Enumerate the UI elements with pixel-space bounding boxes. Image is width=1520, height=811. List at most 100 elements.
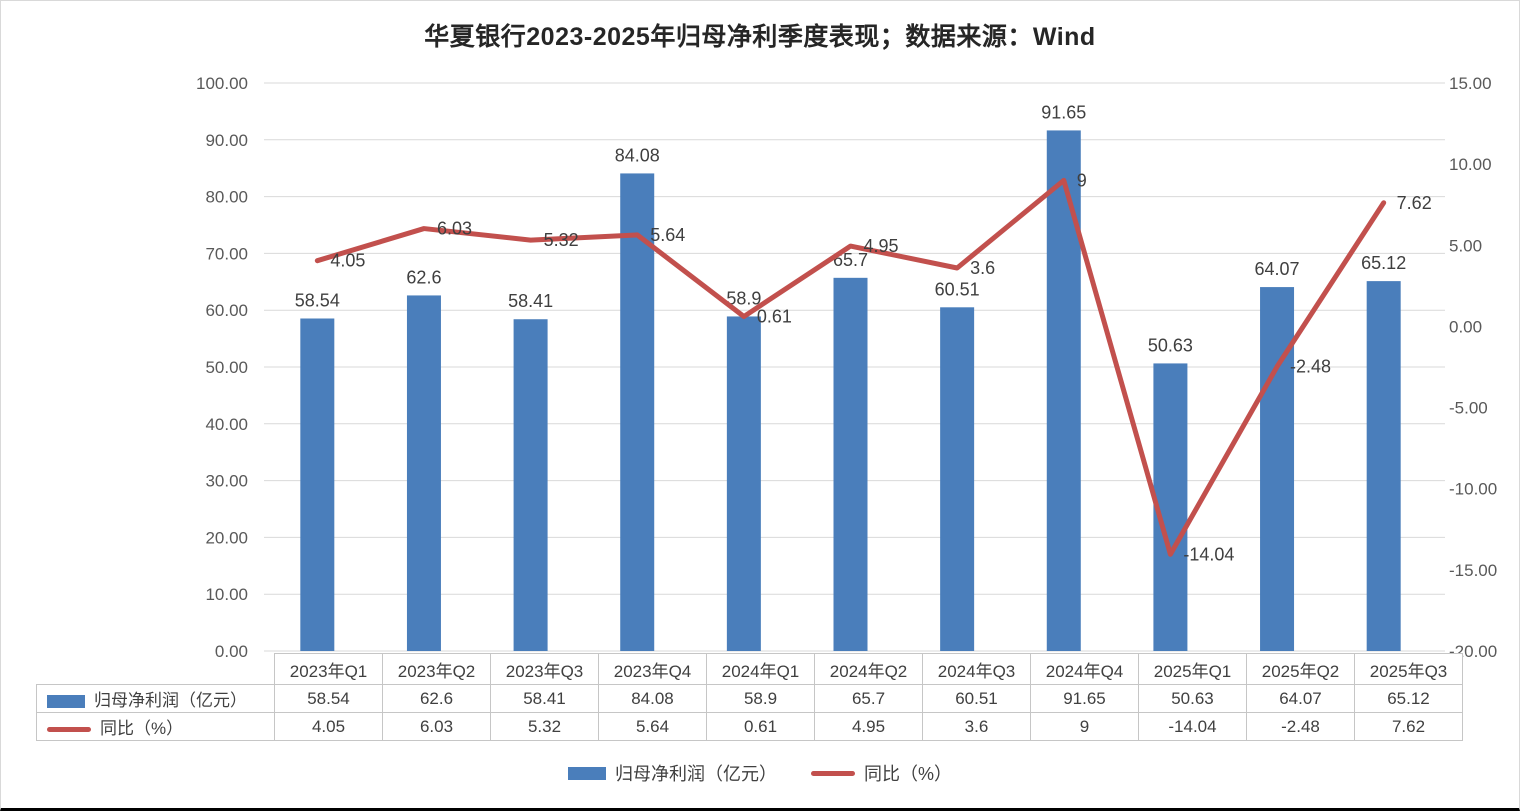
table-value: -2.48 [1246, 712, 1355, 741]
bar-series-swatch [47, 695, 85, 709]
bar [300, 318, 335, 651]
bar-label: 64.07 [1255, 259, 1300, 279]
line-label: 3.6 [970, 258, 995, 278]
line-series-swatch [810, 770, 855, 776]
line-label: 0.61 [757, 307, 792, 327]
bar-label: 91.65 [1041, 102, 1086, 122]
category-header: 2024年Q3 [922, 653, 1031, 685]
legend-label-net-profit: 归母净利润（亿元） [614, 764, 777, 784]
line-label: 6.03 [437, 219, 472, 239]
series-name: 同比（%） [100, 719, 184, 738]
left-axis-tick: 0.00 [215, 642, 248, 661]
category-header: 2024年Q4 [1030, 653, 1139, 685]
table-value: 91.65 [1030, 684, 1139, 713]
left-axis-tick: 30.00 [205, 472, 248, 491]
left-axis-tick: 20.00 [205, 528, 248, 547]
table-value: 5.64 [598, 712, 707, 741]
table-value: 7.62 [1354, 712, 1463, 741]
category-header: 2024年Q1 [706, 653, 815, 685]
category-header: 2023年Q1 [274, 653, 383, 685]
bar-label: 58.41 [508, 291, 553, 311]
series-label: 同比（%） [36, 712, 275, 741]
left-axis-tick: 80.00 [205, 188, 248, 207]
bar-series-swatch [567, 766, 606, 780]
table-value: 5.32 [490, 712, 599, 741]
chart-legend: 归母净利润（亿元） 同比（%） [1, 753, 1519, 793]
table-value: 58.9 [706, 684, 815, 713]
left-axis-tick: 40.00 [205, 415, 248, 434]
bar [1366, 281, 1401, 651]
chart-title: 华夏银行2023-2025年归母净利季度表现；数据来源：Wind [424, 23, 1096, 51]
bar [726, 316, 761, 651]
table-value: 62.6 [382, 684, 491, 713]
legend-item-net-profit: 归母净利润（亿元） [567, 760, 777, 786]
yoy-line [314, 177, 1387, 557]
data-table: 2023年Q1 2023年Q2 2023年Q3 2023年Q4 2024年Q1 2024年… [36, 653, 1463, 741]
bar-label: 84.08 [615, 145, 660, 165]
line-label: 5.64 [650, 225, 685, 245]
combo-chart: 100.0090.0080.0070.0060.0050.0040.0030.0… [196, 74, 1497, 661]
table-value: 4.05 [274, 712, 383, 741]
table-value: 60.51 [922, 684, 1031, 713]
series-label: 归母净利润（亿元） [36, 684, 275, 713]
table-value: 6.03 [382, 712, 491, 741]
table-value: 4.95 [814, 712, 923, 741]
line-series-swatch [47, 727, 91, 733]
category-header: 2025年Q3 [1354, 653, 1463, 685]
line-label: 7.62 [1397, 193, 1432, 213]
bar-label: 50.63 [1148, 335, 1193, 355]
right-axis-tick: 15.00 [1449, 74, 1492, 93]
bar [1046, 130, 1081, 652]
line-label: -14.04 [1183, 544, 1234, 564]
category-header: 2023年Q2 [382, 653, 491, 685]
line-label: 9 [1077, 170, 1087, 190]
left-axis-tick: 90.00 [205, 131, 248, 150]
category-header: 2025年Q2 [1246, 653, 1355, 685]
bar-label: 58.54 [295, 290, 340, 310]
legend-label-yoy: 同比（%） [863, 764, 952, 784]
series-name: 归母净利润（亿元） [94, 691, 247, 710]
bar [940, 307, 975, 651]
bar [620, 173, 655, 651]
table-value: 0.61 [706, 712, 815, 741]
right-axis-tick: 5.00 [1449, 236, 1482, 255]
table-value: 58.54 [274, 684, 383, 713]
category-header: 2025年Q1 [1138, 653, 1247, 685]
line-label: 5.32 [544, 230, 579, 250]
legend-item-yoy: 同比（%） [810, 760, 952, 786]
bar-label: 62.6 [406, 267, 441, 287]
left-axis-tick: 100.00 [196, 74, 248, 93]
table-value: 65.7 [814, 684, 923, 713]
table-value: 3.6 [922, 712, 1031, 741]
table-corner [37, 654, 275, 685]
line-label: 4.95 [864, 236, 899, 256]
table-value: 58.41 [490, 684, 599, 713]
left-axis-tick: 60.00 [205, 301, 248, 320]
table-value: 64.07 [1246, 684, 1355, 713]
bar [406, 295, 441, 651]
right-axis-tick: -5.00 [1449, 399, 1488, 418]
bar [833, 277, 868, 651]
category-header: 2023年Q4 [598, 653, 707, 685]
category-header: 2024年Q2 [814, 653, 923, 685]
right-axis-tick: 0.00 [1449, 317, 1482, 336]
left-axis-tick: 50.00 [205, 358, 248, 377]
bar [1260, 287, 1295, 651]
category-header: 2023年Q3 [490, 653, 599, 685]
left-axis-tick: 70.00 [205, 244, 248, 263]
bar-label: 60.51 [935, 279, 980, 299]
right-axis-tick: 10.00 [1449, 155, 1492, 174]
table-value: 50.63 [1138, 684, 1247, 713]
right-axis-tick: -10.00 [1449, 480, 1497, 499]
bar [513, 319, 548, 651]
bar-label: 58.9 [726, 288, 761, 308]
line-label: -2.48 [1290, 357, 1331, 377]
left-axis-tick: 10.00 [205, 585, 248, 604]
right-axis-tick: -15.00 [1449, 561, 1497, 580]
table-value: 84.08 [598, 684, 707, 713]
table-value: 65.12 [1354, 684, 1463, 713]
line-label: 4.05 [330, 251, 365, 271]
table-value: 9 [1030, 712, 1139, 741]
bar-label: 65.12 [1361, 253, 1406, 273]
